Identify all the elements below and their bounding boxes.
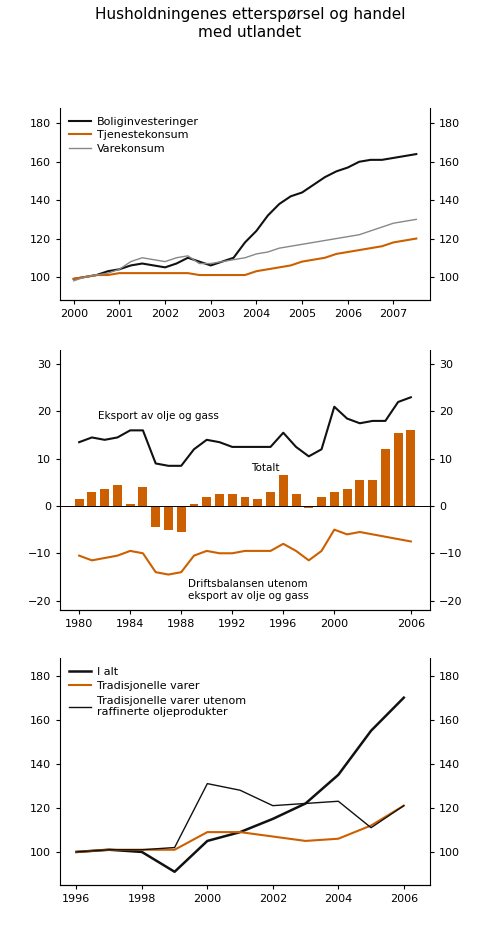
Bar	[215, 494, 224, 506]
Bar	[342, 489, 351, 506]
Bar	[126, 503, 134, 506]
Bar	[304, 506, 314, 508]
Bar	[381, 449, 390, 506]
Bar	[406, 431, 416, 506]
Bar	[176, 506, 186, 532]
Bar	[394, 432, 402, 506]
Bar	[368, 480, 377, 506]
Text: Totalt: Totalt	[252, 462, 280, 473]
Legend: Boliginvesteringer, Tjenestekonsum, Varekonsum: Boliginvesteringer, Tjenestekonsum, Vare…	[66, 114, 202, 157]
Text: Driftsbalansen utenom
eksport av olje og gass: Driftsbalansen utenom eksport av olje og…	[188, 580, 308, 601]
Text: Eksport av olje og gass: Eksport av olje og gass	[98, 410, 219, 420]
Bar	[240, 497, 250, 506]
Bar	[330, 492, 339, 506]
Bar	[254, 499, 262, 506]
Bar	[292, 494, 300, 506]
Bar	[190, 503, 198, 506]
Bar	[113, 485, 122, 506]
Bar	[151, 506, 160, 528]
Bar	[228, 494, 236, 506]
Bar	[88, 492, 96, 506]
Bar	[317, 497, 326, 506]
Bar	[202, 497, 211, 506]
Bar	[356, 480, 364, 506]
Bar	[138, 487, 147, 506]
Bar	[74, 499, 84, 506]
Text: Husholdningenes etterspørsel og handel
med utlandet: Husholdningenes etterspørsel og handel m…	[95, 7, 405, 40]
Bar	[164, 506, 173, 529]
Bar	[266, 492, 275, 506]
Bar	[279, 475, 287, 506]
Legend: I alt, Tradisjonelle varer, Tradisjonelle varer utenom
raffinerte oljeprodukter: I alt, Tradisjonelle varer, Tradisjonell…	[66, 664, 249, 720]
Bar	[100, 489, 109, 506]
